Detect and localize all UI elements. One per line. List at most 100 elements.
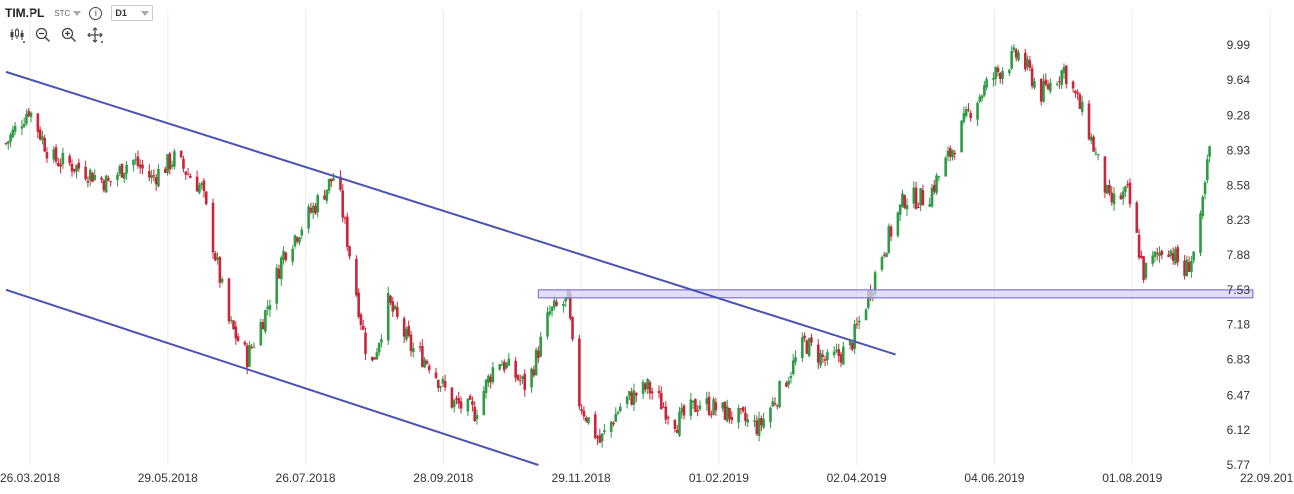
candle-body: [657, 390, 661, 394]
zoom-out-icon[interactable]: [34, 26, 52, 44]
candle-body: [120, 163, 124, 178]
candle-body: [632, 390, 636, 405]
candle-body: [266, 306, 269, 310]
candle-body: [339, 176, 342, 190]
candle-body: [138, 164, 142, 168]
candle-body: [380, 339, 383, 343]
candle-body: [948, 147, 952, 157]
candle-body: [696, 410, 699, 412]
candle-body: [77, 162, 81, 169]
candle-body: [1055, 83, 1059, 85]
candle-body: [791, 360, 795, 375]
candle-body: [1135, 202, 1139, 233]
candle-body: [546, 312, 549, 337]
candle-body: [386, 292, 390, 341]
candle-body: [41, 136, 44, 140]
pan-move-icon[interactable]: [86, 26, 104, 44]
candle-body: [1103, 156, 1107, 193]
candle-body: [937, 176, 941, 178]
candle-body: [45, 152, 49, 159]
candle-body: [905, 205, 909, 210]
candle-body: [402, 318, 406, 337]
candle-body: [625, 396, 629, 405]
candle-body: [682, 405, 686, 416]
candle-body: [980, 95, 984, 99]
trend-line[interactable]: [5, 70, 896, 356]
candle-body: [473, 406, 476, 422]
candle-body: [348, 246, 351, 257]
candle-body: [188, 175, 192, 178]
candle-body: [157, 168, 160, 187]
candle-body: [1187, 262, 1191, 272]
candle-body: [220, 278, 224, 283]
candle-body: [853, 324, 856, 349]
candle-body: [855, 323, 859, 325]
candle-body: [873, 272, 877, 295]
candle-body: [837, 349, 841, 356]
candle-body: [357, 292, 360, 317]
candle-body: [1080, 101, 1084, 112]
candle-body: [327, 178, 331, 191]
candle-body: [994, 67, 998, 79]
candle-body: [150, 175, 153, 179]
candle-body: [619, 406, 622, 412]
candle-body: [675, 429, 679, 433]
candle-body: [1078, 94, 1082, 109]
timeframe-value: D1: [115, 8, 127, 18]
candle-body: [1024, 52, 1027, 70]
candle-body: [953, 152, 957, 155]
candle-body: [491, 367, 495, 383]
candle-body: [125, 164, 128, 174]
price-zone[interactable]: [537, 289, 1254, 299]
candle-body: [20, 126, 24, 129]
candle-body: [598, 435, 602, 443]
candle-body: [152, 175, 156, 177]
candle-body: [810, 337, 813, 343]
candle-body: [361, 325, 365, 330]
candle-body: [962, 112, 966, 122]
candle-body: [409, 334, 413, 351]
candle-body: [132, 160, 135, 166]
candle-body: [259, 322, 263, 346]
x-tick-label: 04.06.2019: [964, 471, 1024, 485]
candle-body: [753, 420, 756, 422]
candle-body: [316, 195, 320, 213]
candle-body: [75, 165, 78, 172]
candle-body: [482, 390, 486, 415]
candle-body: [903, 195, 907, 208]
candle-body: [1167, 254, 1170, 257]
candle-body: [819, 352, 822, 366]
candle-body: [186, 174, 190, 176]
candle-body: [1142, 256, 1145, 280]
candlestick-type-icon[interactable]: [8, 26, 26, 44]
candle-body: [455, 398, 458, 400]
exchange-dropdown-icon[interactable]: [73, 10, 82, 16]
candle-body: [4, 143, 8, 145]
candle-body: [616, 412, 620, 414]
y-tick-label: 9.28: [1227, 109, 1251, 123]
drawings[interactable]: [5, 70, 1254, 466]
candle-body: [530, 368, 533, 388]
ticker-symbol[interactable]: TIM.PL: [5, 6, 45, 20]
candle-body: [839, 354, 843, 363]
candle-body: [291, 248, 294, 262]
candle-body: [673, 419, 677, 429]
candle-body: [912, 187, 916, 204]
candle-body: [614, 413, 618, 422]
candle-body: [739, 408, 743, 410]
candle-body: [332, 178, 335, 181]
candle-body: [311, 205, 315, 213]
zoom-in-icon[interactable]: [60, 26, 78, 44]
candle-body: [84, 166, 87, 180]
candle-body: [314, 205, 317, 214]
x-tick-label: 01.08.2019: [1102, 471, 1162, 485]
candle-body: [295, 237, 299, 242]
candle-body: [1008, 69, 1011, 74]
trend-line[interactable]: [5, 288, 539, 466]
timeframe-select[interactable]: D1: [111, 5, 153, 21]
candle-body: [325, 189, 329, 201]
candle-body: [841, 346, 845, 365]
candle-body: [816, 344, 820, 363]
info-icon[interactable]: i: [89, 6, 103, 20]
